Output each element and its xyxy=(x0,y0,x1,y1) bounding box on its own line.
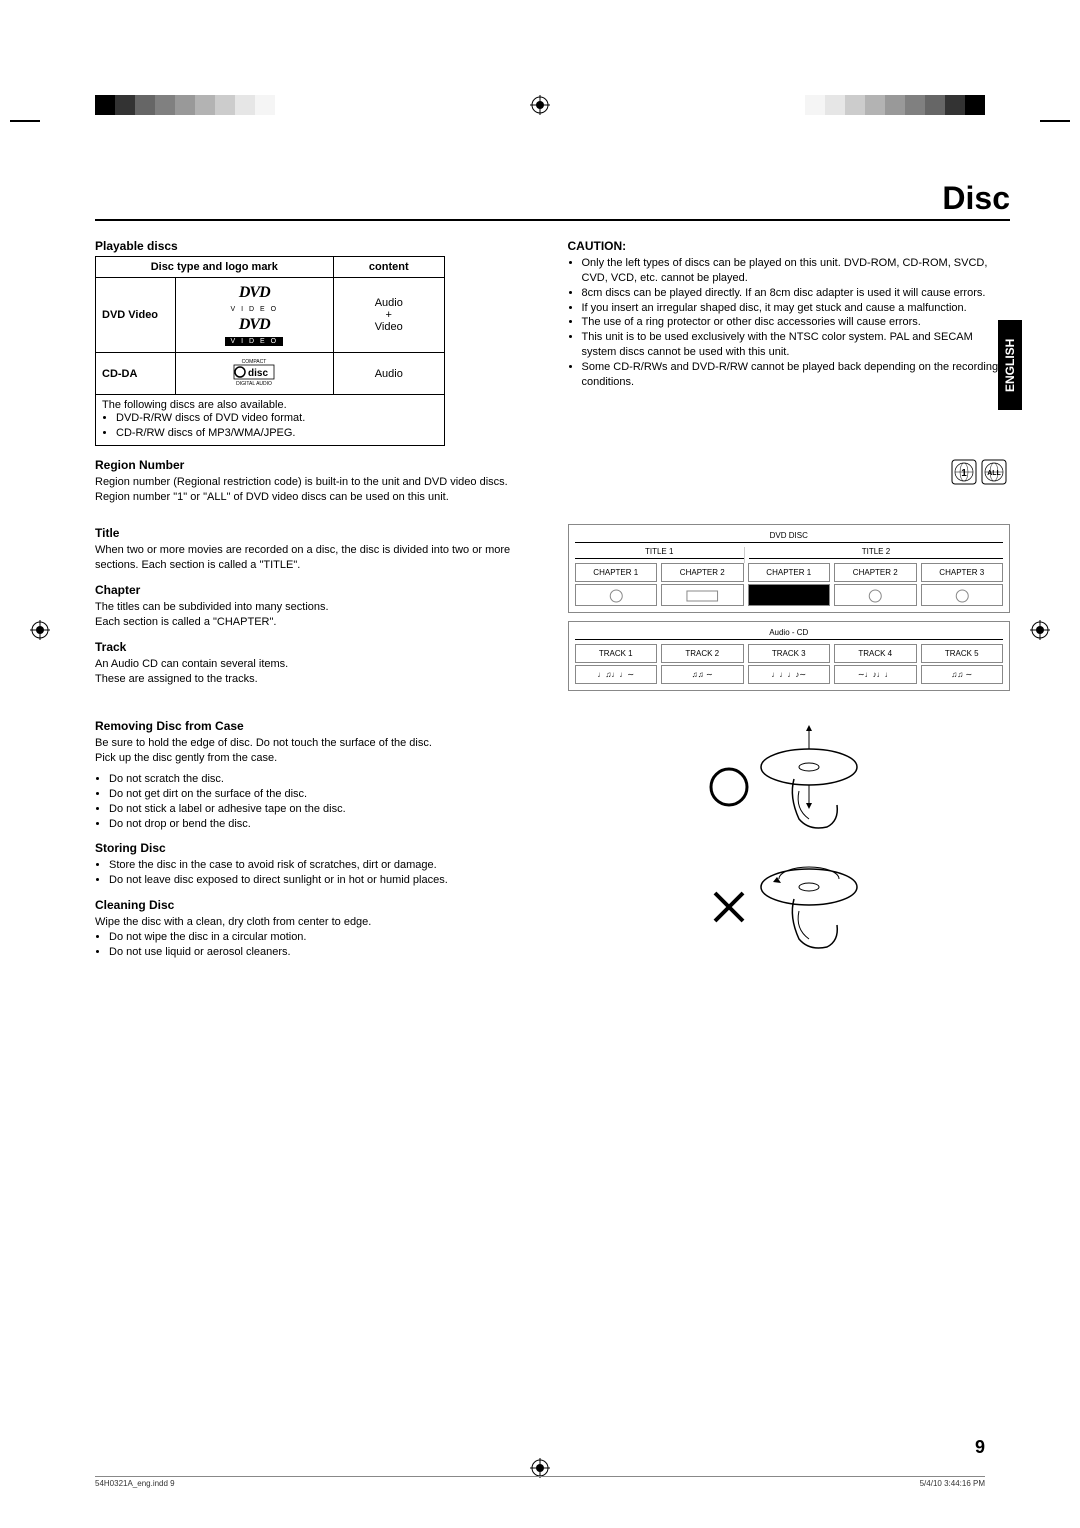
track-label: TRACK 1 xyxy=(575,644,658,663)
cleaning-item: Do not wipe the disc in a circular motio… xyxy=(109,930,538,945)
caution-item: 8cm discs can be played directly. If an … xyxy=(582,286,1011,301)
chapter-thumb xyxy=(661,584,744,606)
registration-mark-left xyxy=(30,620,50,645)
crop-tick-right xyxy=(1040,120,1070,122)
registration-mark-top xyxy=(530,95,550,120)
color-bar-left xyxy=(95,95,275,115)
title-heading: Title xyxy=(95,526,538,540)
disc-content-dvd: Audio + Video xyxy=(333,278,444,353)
track-notes: ♩♩♩♪∼ xyxy=(748,665,831,684)
removing-item: Do not stick a label or adhesive tape on… xyxy=(109,802,538,817)
dvd-video-tag: V I D E O xyxy=(226,306,282,313)
disc-content-cdda: Audio xyxy=(333,353,444,395)
disc-type-dvd: DVD Video xyxy=(96,278,176,353)
compact-disc-logo: COMPACT disc DIGITAL AUDIO xyxy=(224,357,284,387)
caution-item: The use of a ring protector or other dis… xyxy=(582,315,1011,330)
dvd-structure-diagram: DVD DISC TITLE 1 TITLE 2 CHAPTER 1 CHAPT… xyxy=(568,524,1011,613)
dvd-video-logo: DVD V I D E O DVD V I D E O xyxy=(223,282,285,348)
dvd-logo-text2: DVD xyxy=(225,316,283,334)
chapter-label: CHAPTER 2 xyxy=(834,563,917,582)
track-notes: ∼♩♪♩♩ xyxy=(834,665,917,684)
caution-heading: CAUTION: xyxy=(568,239,1011,253)
registration-mark-right xyxy=(1030,620,1050,645)
chapter-label: CHAPTER 3 xyxy=(921,563,1004,582)
footer-timestamp: 5/4/10 3:44:16 PM xyxy=(920,1479,985,1488)
footer-file: 54H0321A_eng.indd 9 xyxy=(95,1479,175,1488)
caution-item: This unit is to be used exclusively with… xyxy=(582,330,1011,360)
chapter-thumb xyxy=(834,584,917,606)
caution-item: Only the left types of discs can be play… xyxy=(582,256,1011,286)
track-label: TRACK 3 xyxy=(748,644,831,663)
chapter-text: The titles can be subdivided into many s… xyxy=(95,600,538,630)
dvd-video-tag2: V I D E O xyxy=(225,337,283,346)
region-heading: Region Number xyxy=(95,458,1010,472)
svg-text:DIGITAL AUDIO: DIGITAL AUDIO xyxy=(236,381,272,387)
removing-heading: Removing Disc from Case xyxy=(95,719,538,733)
dvd-logo-cell: DVD V I D E O DVD V I D E O xyxy=(176,278,334,353)
cleaning-text: Wipe the disc with a clean, dry cloth fr… xyxy=(95,915,538,930)
footer: 54H0321A_eng.indd 9 5/4/10 3:44:16 PM xyxy=(95,1476,985,1488)
chapter-label: CHAPTER 1 xyxy=(575,563,658,582)
storing-item: Do not leave disc exposed to direct sunl… xyxy=(109,873,538,888)
removing-item: Do not get dirt on the surface of the di… xyxy=(109,787,538,802)
col-content-header: content xyxy=(333,257,444,278)
cd-structure-diagram: Audio - CD TRACK 1 TRACK 2 TRACK 3 TRACK… xyxy=(568,621,1011,691)
svg-text:COMPACT: COMPACT xyxy=(242,359,267,365)
color-bar-right xyxy=(805,95,985,115)
col-type-header: Disc type and logo mark xyxy=(96,257,334,278)
region-icons: 1 ALL xyxy=(950,458,1010,491)
page-title: Disc xyxy=(95,180,1010,221)
cleaning-heading: Cleaning Disc xyxy=(95,898,538,912)
region-text2: Region number "1" or "ALL" of DVD video … xyxy=(95,490,1010,505)
chapter-label: CHAPTER 1 xyxy=(748,563,831,582)
disc-notes: The following discs are also available. … xyxy=(96,395,445,446)
track-notes: ♩♫♩♩∼ xyxy=(575,665,658,684)
chapter-thumb xyxy=(575,584,658,606)
chapter-label: CHAPTER 2 xyxy=(661,563,744,582)
title-text: When two or more movies are recorded on … xyxy=(95,543,538,573)
disc-table: Disc type and logo mark content DVD Vide… xyxy=(95,256,445,446)
dvd-disc-label: DVD DISC xyxy=(575,531,1004,540)
caution-item: Some CD-R/RWs and DVD-R/RW cannot be pla… xyxy=(582,360,1011,390)
svg-text:ALL: ALL xyxy=(987,470,1001,477)
region-text1: Region number (Regional restriction code… xyxy=(95,475,1010,490)
removing-item: Do not drop or bend the disc. xyxy=(109,817,538,832)
crop-tick-left xyxy=(10,120,40,122)
caution-list: Only the left types of discs can be play… xyxy=(568,256,1011,390)
title2-label: TITLE 2 xyxy=(749,547,1003,556)
notes-item: CD-R/RW discs of MP3/WMA/JPEG. xyxy=(116,426,438,441)
chapter-heading: Chapter xyxy=(95,583,538,597)
removing-text: Be sure to hold the edge of disc. Do not… xyxy=(95,736,538,766)
cleaning-illustration xyxy=(568,719,1011,984)
svg-text:disc: disc xyxy=(248,368,268,379)
svg-text:1: 1 xyxy=(961,468,967,479)
chapter-thumb xyxy=(748,584,831,606)
storing-heading: Storing Disc xyxy=(95,841,538,855)
dvd-logo-text: DVD xyxy=(225,284,283,302)
notes-intro: The following discs are also available. xyxy=(102,399,287,411)
cdda-logo-cell: COMPACT disc DIGITAL AUDIO xyxy=(176,353,334,395)
page-number: 9 xyxy=(975,1437,985,1458)
track-text: An Audio CD can contain several items. T… xyxy=(95,657,538,687)
language-tab: ENGLISH xyxy=(998,320,1022,410)
track-label: TRACK 2 xyxy=(661,644,744,663)
storing-item: Store the disc in the case to avoid risk… xyxy=(109,858,538,873)
cleaning-item: Do not use liquid or aerosol cleaners. xyxy=(109,945,538,960)
notes-item: DVD-R/RW discs of DVD video format. xyxy=(116,411,438,426)
track-heading: Track xyxy=(95,640,538,654)
disc-type-cdda: CD-DA xyxy=(96,353,176,395)
title1-label: TITLE 1 xyxy=(575,547,744,556)
track-notes: ♫♫ ∼ xyxy=(661,665,744,684)
audio-cd-label: Audio - CD xyxy=(575,628,1004,637)
track-label: TRACK 4 xyxy=(834,644,917,663)
playable-heading: Playable discs xyxy=(95,239,538,253)
caution-item: If you insert an irregular shaped disc, … xyxy=(582,301,1011,316)
removing-item: Do not scratch the disc. xyxy=(109,772,538,787)
track-label: TRACK 5 xyxy=(921,644,1004,663)
chapter-thumb xyxy=(921,584,1004,606)
track-notes: ♫♫ ∼ xyxy=(921,665,1004,684)
